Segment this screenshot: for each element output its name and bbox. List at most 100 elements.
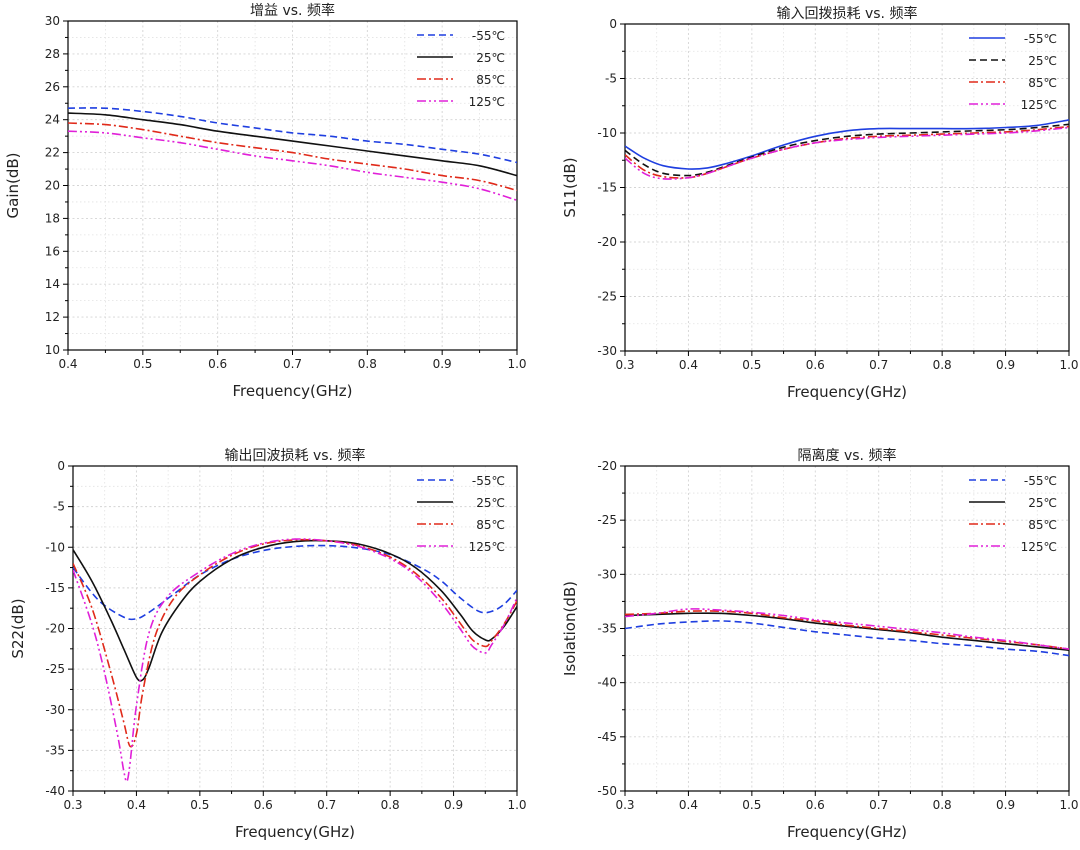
- y-tick-label: 0: [57, 459, 65, 473]
- legend: -55℃ 25℃ 85℃ 125℃: [969, 474, 1057, 554]
- x-tick-label: 0.7: [869, 358, 888, 372]
- y-axis-label: S11(dB): [561, 157, 579, 217]
- y-tick-label: -35: [45, 743, 65, 757]
- x-tick-label: 0.9: [996, 358, 1015, 372]
- x-tick-label: 0.4: [58, 357, 77, 371]
- legend-label: -55℃: [472, 474, 505, 488]
- y-tick-label: -25: [45, 662, 65, 676]
- x-tick-label: 0.7: [283, 357, 302, 371]
- chart-4: 0.3 0.4 0.5 0.6 0.7 0.8 0.9 1.0 -50 -45 -40 -35 -30 -…: [561, 447, 1079, 841]
- series-line-125C: [625, 608, 1069, 650]
- y-tick-label: 30: [45, 14, 60, 28]
- legend: -55℃ 25℃ 85℃ 125℃: [969, 32, 1057, 112]
- y-tick-label: -20: [597, 459, 617, 473]
- x-tick-label: 0.6: [254, 798, 273, 812]
- y-tick-label: -35: [597, 622, 617, 636]
- y-tick-label: 28: [45, 47, 60, 61]
- y-tick-label: 0: [609, 17, 617, 31]
- y-tick-label: -20: [597, 235, 617, 249]
- legend-label: 125℃: [469, 540, 505, 554]
- y-tick-label: -40: [45, 784, 65, 798]
- series-line--55C: [625, 119, 1069, 170]
- series-line-85C: [625, 125, 1069, 179]
- legend: -55℃ 25℃ 85℃ 125℃: [417, 29, 505, 109]
- x-tick-label: 0.5: [133, 357, 152, 371]
- y-tick-label: -5: [605, 72, 617, 86]
- series-line-25C: [73, 539, 517, 682]
- series-line--55C: [73, 544, 517, 621]
- axis-ticks: [63, 20, 518, 355]
- x-axis-label: Frequency(GHz): [235, 823, 355, 841]
- x-tick-label: 0.8: [381, 798, 400, 812]
- y-tick-label: 10: [45, 343, 60, 357]
- series-line-125C: [73, 538, 517, 783]
- series-line--55C: [68, 107, 517, 164]
- chart-title: 增益 vs. 频率: [250, 2, 335, 19]
- legend-label: 25℃: [476, 496, 505, 510]
- x-tick-label: 0.7: [317, 798, 336, 812]
- y-tick-label: -30: [597, 567, 617, 581]
- y-tick-label: 12: [45, 310, 60, 324]
- y-tick-label: -40: [597, 676, 617, 690]
- x-tick-label: 0.6: [806, 798, 825, 812]
- y-tick-label: -25: [597, 513, 617, 527]
- y-tick-label: -10: [45, 540, 65, 554]
- y-tick-label: -15: [45, 581, 65, 595]
- x-tick-label: 0.4: [679, 358, 698, 372]
- legend-label: 85℃: [1028, 518, 1057, 532]
- y-tick-label: 24: [45, 113, 60, 127]
- grid: [72, 465, 518, 792]
- y-tick-label: -5: [53, 500, 65, 514]
- y-tick-label: 16: [45, 244, 60, 258]
- x-axis-label: Frequency(GHz): [787, 383, 907, 401]
- y-tick-label: -20: [45, 622, 65, 636]
- x-tick-label: 1.0: [1059, 798, 1078, 812]
- x-tick-label: 0.8: [933, 358, 952, 372]
- grid: [624, 465, 1070, 792]
- x-tick-label: 1.0: [507, 357, 526, 371]
- x-tick-label: 0.3: [615, 358, 634, 372]
- legend: -55℃ 25℃ 85℃ 125℃: [417, 474, 505, 554]
- x-tick-label: 0.4: [679, 798, 698, 812]
- legend-label: 85℃: [476, 518, 505, 532]
- y-tick-label: -30: [597, 344, 617, 358]
- y-tick-label: -25: [597, 290, 617, 304]
- x-tick-label: 0.3: [615, 798, 634, 812]
- x-tick-label: 0.9: [444, 798, 463, 812]
- x-tick-label: 0.8: [933, 798, 952, 812]
- y-tick-label: -30: [45, 703, 65, 717]
- legend-label: 85℃: [1028, 76, 1057, 90]
- legend-label: 125℃: [1021, 98, 1057, 112]
- y-axis-label: Gain(dB): [4, 152, 22, 218]
- grid: [624, 23, 1070, 352]
- x-axis-label: Frequency(GHz): [233, 382, 353, 400]
- series-line-25C: [625, 612, 1069, 651]
- x-tick-label: 0.8: [358, 357, 377, 371]
- x-tick-label: 0.6: [806, 358, 825, 372]
- grid: [67, 20, 518, 351]
- legend-label: -55℃: [1024, 32, 1057, 46]
- series-line-25C: [68, 112, 517, 177]
- series-line-125C: [68, 130, 517, 202]
- y-tick-label: -10: [597, 126, 617, 140]
- y-tick-label: -15: [597, 181, 617, 195]
- y-tick-label: -50: [597, 784, 617, 798]
- y-axis-label: S22(dB): [9, 598, 27, 658]
- series-line-85C: [625, 610, 1069, 650]
- x-tick-label: 1.0: [1059, 358, 1078, 372]
- legend-label: -55℃: [1024, 474, 1057, 488]
- x-tick-label: 0.7: [869, 798, 888, 812]
- y-tick-label: -45: [597, 730, 617, 744]
- x-tick-label: 1.0: [507, 798, 526, 812]
- y-tick-label: 14: [45, 277, 60, 291]
- y-tick-label: 20: [45, 179, 60, 193]
- chart-2: 0.3 0.4 0.5 0.6 0.7 0.8 0.9 1.0 -30 -25 -20 -15 -10 -…: [561, 5, 1079, 401]
- axis-ticks: [68, 465, 518, 796]
- x-tick-label: 0.5: [742, 798, 761, 812]
- x-tick-label: 0.9: [996, 798, 1015, 812]
- series-line-85C: [68, 122, 517, 192]
- axis-ticks: [620, 465, 1070, 796]
- legend-label: 85℃: [476, 73, 505, 87]
- x-tick-label: 0.5: [190, 798, 209, 812]
